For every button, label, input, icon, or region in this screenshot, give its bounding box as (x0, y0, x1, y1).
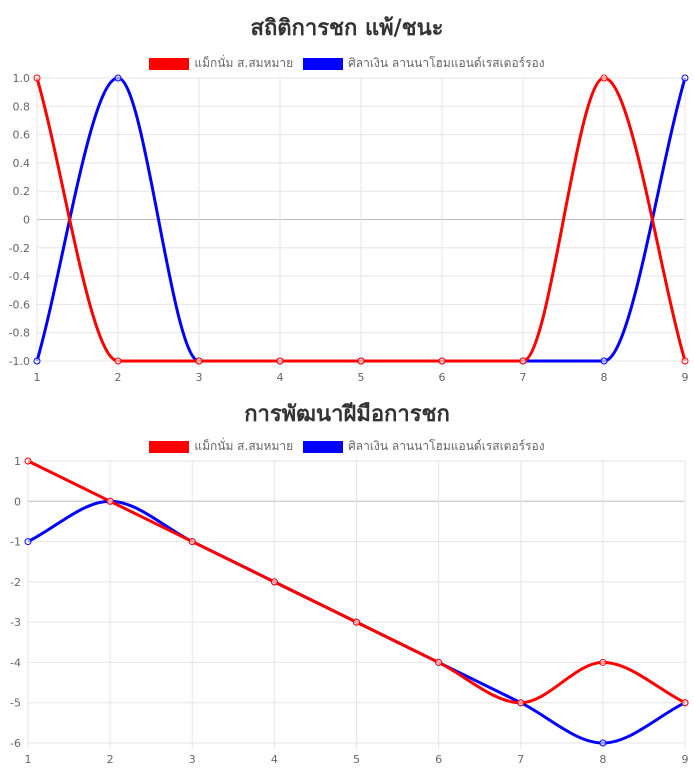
y-tick-label: -0.2 (9, 242, 30, 255)
legend-swatch-series-a (149, 57, 190, 70)
data-point (681, 357, 689, 365)
data-point (438, 357, 446, 365)
data-point (24, 538, 32, 546)
y-tick-label: -5 (10, 697, 21, 710)
y-tick-label: -2 (10, 576, 21, 589)
legend-label-series-a: แม็กนั่ม ส.สมหมาย (194, 56, 294, 70)
data-point (435, 658, 443, 666)
y-tick-label: -3 (10, 616, 21, 629)
x-tick-label: 8 (601, 371, 608, 384)
x-tick-label: 2 (115, 371, 122, 384)
y-tick-label: -0.6 (9, 298, 30, 311)
x-tick-label: 3 (196, 371, 203, 384)
legend-item-series-b[interactable]: ศิลาเงิน ลานนาโฮมแอนด์เรสเตอร์รอง (303, 437, 545, 456)
x-tick-label: 1 (34, 371, 41, 384)
x-tick-label: 5 (353, 753, 360, 766)
chart-title: สถิติการชก แพ้/ชนะ (250, 16, 444, 41)
x-tick-label: 8 (599, 753, 606, 766)
data-point (276, 357, 284, 365)
data-point (599, 658, 607, 666)
y-tick-label: 0.6 (13, 129, 31, 142)
y-tick-label: 0.8 (13, 100, 31, 113)
legend-swatch-series-b (303, 440, 344, 453)
x-tick-label: 3 (189, 753, 196, 766)
x-tick-label: 9 (682, 371, 689, 384)
x-tick-label: 7 (517, 753, 524, 766)
y-tick-label: -6 (10, 737, 21, 750)
y-tick-label: -1.0 (9, 355, 30, 368)
data-point (599, 739, 607, 747)
data-point (600, 357, 608, 365)
data-point (270, 578, 278, 586)
data-point (681, 74, 689, 82)
y-tick-label: 0.2 (13, 185, 31, 198)
x-tick-label: 4 (277, 371, 284, 384)
legend-swatch-series-b (303, 57, 344, 70)
data-point (600, 74, 608, 82)
plot-area: 1.0 0.8 0.6 0.4 0.2 0 -0.2 -0.4 -0.6 -0.8 -1.0 1 2 3 4… (9, 72, 689, 384)
data-point (33, 357, 41, 365)
data-point (114, 74, 122, 82)
x-tick-label: 1 (25, 753, 32, 766)
y-tick-label: 0.4 (13, 157, 31, 170)
grid (36, 77, 686, 367)
x-tick-label: 7 (520, 371, 527, 384)
data-point (681, 699, 689, 707)
plot-area: 1 0 -1 -2 -3 -4 -5 -6 1 2 3 4 5 6 7 8 9 (10, 455, 689, 766)
y-tick-label: -4 (10, 656, 21, 669)
data-point (517, 699, 525, 707)
y-tick-label: 0 (23, 214, 30, 227)
y-tick-label: -0.4 (9, 270, 30, 283)
legend-item-series-a[interactable]: แม็กนั่ม ส.สมหมาย (149, 437, 293, 456)
x-tick-label: 4 (271, 753, 278, 766)
data-point (33, 74, 41, 82)
chart-title: การพัฒนาฝีมือการชก (244, 402, 450, 427)
data-point (106, 497, 114, 505)
skill-development-chart: การพัฒนาฝีมือการชก แม็กนั่ม ส.สมหมาย ศิล… (0, 388, 694, 776)
data-point (195, 357, 203, 365)
y-tick-label: 0 (14, 495, 21, 508)
x-tick-label: 9 (682, 753, 689, 766)
data-point (114, 357, 122, 365)
legend-label-series-a: แม็กนั่ม ส.สมหมาย (194, 439, 294, 453)
grid (27, 460, 686, 749)
data-point (353, 618, 360, 626)
win-loss-chart: สถิติการชก แพ้/ชนะ แม็กนั่ม ส.สมหมาย ศิล… (0, 16, 694, 384)
y-tick-label: -1 (10, 536, 21, 549)
x-tick-label: 2 (107, 753, 114, 766)
y-tick-label: 1 (14, 455, 21, 468)
legend[interactable]: แม็กนั่ม ส.สมหมาย ศิลาเงิน ลานนาโฮมแอนด์… (0, 54, 694, 73)
legend-item-series-b[interactable]: ศิลาเงิน ลานนาโฮมแอนด์เรสเตอร์รอง (303, 54, 545, 73)
y-tick-label: -0.8 (9, 327, 30, 340)
legend-swatch-series-a (149, 440, 190, 453)
x-tick-label: 6 (439, 371, 446, 384)
data-point (188, 538, 196, 546)
x-tick-label: 5 (358, 371, 365, 384)
legend-item-series-a[interactable]: แม็กนั่ม ส.สมหมาย (149, 54, 293, 73)
data-point (357, 357, 365, 365)
legend[interactable]: แม็กนั่ม ส.สมหมาย ศิลาเงิน ลานนาโฮมแอนด์… (0, 437, 694, 456)
legend-label-series-b: ศิลาเงิน ลานนาโฮมแอนด์เรสเตอร์รอง (348, 439, 545, 453)
x-tick-label: 6 (435, 753, 442, 766)
y-tick-label: 1.0 (13, 72, 31, 85)
data-point (24, 457, 32, 465)
legend-label-series-b: ศิลาเงิน ลานนาโฮมแอนด์เรสเตอร์รอง (348, 56, 545, 70)
data-point (519, 357, 527, 365)
